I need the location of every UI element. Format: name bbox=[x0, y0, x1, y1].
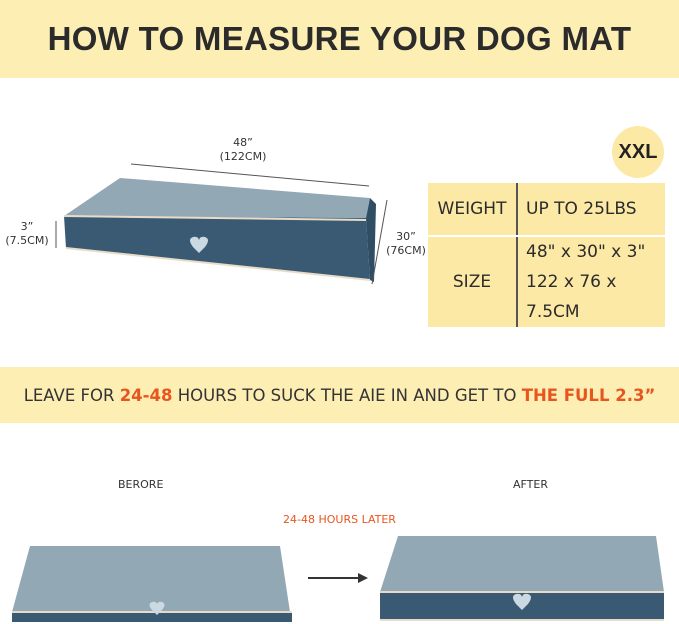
mat-after bbox=[380, 536, 664, 621]
size-value: 48" x 30" x 3" 122 x 76 x 7.5CM bbox=[526, 242, 646, 322]
weight-label: WEIGHT bbox=[428, 183, 518, 237]
mat-side-front bbox=[64, 216, 370, 280]
mat-dimension-illustration bbox=[55, 163, 388, 285]
page-title: HOW TO MEASURE YOUR DOG MAT bbox=[0, 0, 679, 78]
hours-later-label: 24-48 HOURS LATER bbox=[283, 513, 396, 526]
arrow-icon bbox=[308, 573, 368, 583]
mat-side-right bbox=[366, 198, 376, 282]
table-row: SIZE 48" x 30" x 3" 122 x 76 x 7.5CM bbox=[428, 236, 665, 327]
heart-logo-icon bbox=[513, 593, 531, 610]
size-label: SIZE bbox=[428, 236, 518, 327]
width-label: 30” (76CM) bbox=[386, 230, 426, 257]
after-label: AFTER bbox=[513, 478, 548, 491]
size-badge: XXL bbox=[612, 126, 664, 178]
comparison-illustration bbox=[12, 536, 664, 622]
spec-table: WEIGHT UP TO 25LBS SIZE 48" x 30" x 3" 12… bbox=[428, 183, 665, 327]
before-label: BERORE bbox=[118, 478, 164, 491]
instruction-banner: LEAVE FOR 24-48 HOURS TO SUCK THE AIE IN… bbox=[0, 367, 679, 423]
heart-logo-icon bbox=[149, 601, 165, 615]
mat-before bbox=[12, 546, 292, 622]
height-label: 3” (7.5CM) bbox=[5, 220, 49, 247]
table-row: WEIGHT UP TO 25LBS bbox=[428, 183, 665, 237]
length-dimension-line bbox=[130, 163, 370, 187]
mat-top bbox=[64, 178, 370, 218]
length-label: 48” (122CM) bbox=[219, 136, 267, 163]
width-dimension-line bbox=[371, 199, 388, 285]
weight-value: UP TO 25LBS bbox=[517, 183, 665, 237]
heart-logo-icon bbox=[190, 236, 208, 253]
